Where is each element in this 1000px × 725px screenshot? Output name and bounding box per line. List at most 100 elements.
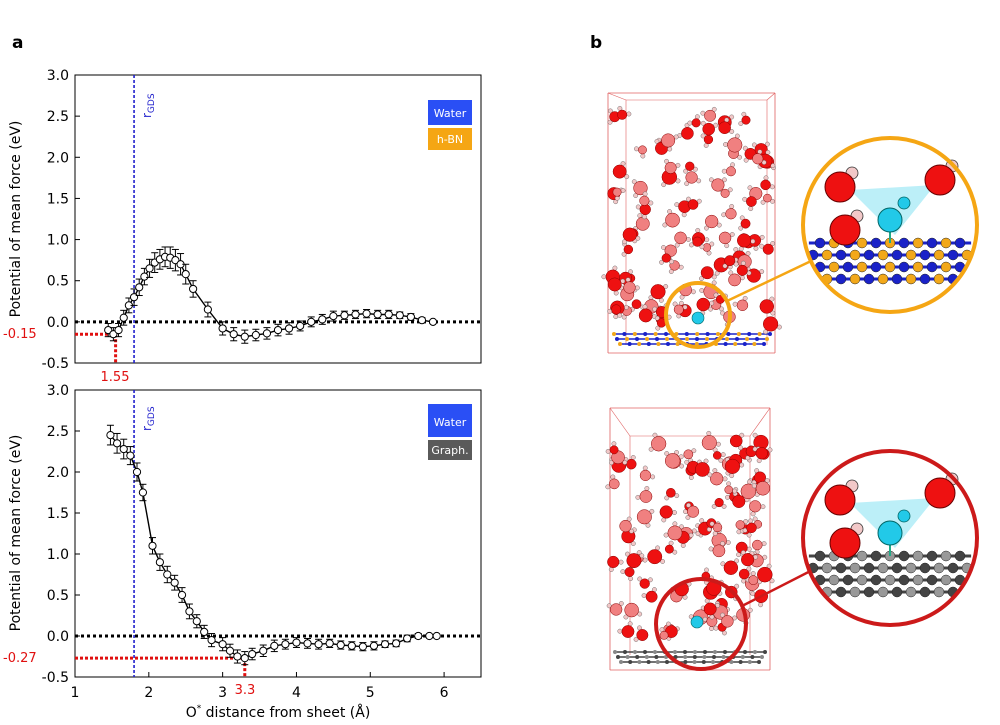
hbn-water-molecule	[654, 315, 667, 331]
hbn-water-molecule	[718, 117, 735, 135]
oxygen-atom	[681, 127, 694, 140]
bottom-series-line-0	[109, 434, 437, 659]
hbn-sheet-atom	[695, 337, 699, 341]
bottom-min-x-label: 3.3	[235, 683, 256, 698]
hbn-sheet-atom	[665, 337, 669, 341]
graphene-water-molecule	[749, 500, 766, 517]
oxygen-atom	[611, 304, 622, 315]
hbn-sheet-atom	[635, 337, 639, 341]
graphene-water-molecule	[647, 545, 665, 565]
hydrogen-atom	[622, 459, 628, 465]
graphene-sheet-atom	[683, 655, 688, 659]
graphene-sheet-atom	[747, 660, 752, 664]
graphene-sheet-atom	[692, 655, 697, 659]
graphene-inset-atom	[877, 562, 889, 574]
hydrogen-atom	[663, 284, 669, 289]
bottom-legend-water: Water	[434, 416, 467, 429]
oxygen-atom	[755, 481, 771, 496]
graphene-sheet-atom	[711, 660, 715, 664]
hbn-water-molecule	[760, 175, 775, 191]
graphene-sheet-atom	[760, 655, 764, 659]
graphene-sheet-atom	[633, 650, 637, 654]
hydrogen-atom	[720, 612, 725, 618]
oxygen-atom	[703, 602, 717, 616]
hbn-inset-atom	[919, 249, 931, 261]
graphene-water-molecule	[620, 567, 635, 582]
hydrogen-atom	[623, 614, 629, 620]
top-data-point-8	[145, 264, 154, 273]
bottom-data-point-23	[292, 638, 301, 647]
oxygen-atom	[687, 505, 700, 518]
hbn-sheet-atom	[768, 332, 772, 336]
top-data-point-24	[284, 324, 294, 333]
hbn-sheet-atom	[653, 332, 658, 336]
graphene-water-molecule	[636, 508, 655, 528]
top-legend-water-swatch	[428, 100, 472, 125]
graphene-inset-atom	[940, 550, 952, 562]
top-ytick-label-0: -0.5	[42, 356, 69, 372]
oxygen-atom	[709, 472, 724, 486]
oxygen-atom	[725, 166, 736, 177]
oxygen-atom	[692, 236, 703, 247]
graphene-water-molecule	[735, 541, 752, 558]
oxygen-atom	[631, 299, 642, 309]
hbn-sheet-atom	[695, 332, 700, 336]
graphene-inset-oxygen	[829, 527, 861, 559]
hbn-sheet-atom	[655, 337, 659, 341]
oxygen-atom	[735, 520, 745, 530]
graphene-inset-atom	[926, 574, 938, 586]
top-legend-water: Water	[434, 107, 467, 120]
graphene-water-molecule	[712, 447, 726, 460]
bottom-xtick-label-4: 5	[366, 685, 375, 701]
hbn-inset-ion-h	[897, 196, 911, 210]
hbn-water-molecule	[700, 133, 714, 148]
bottom-legend-graphene: Graph.	[431, 444, 468, 457]
bottom-data-point-12	[192, 617, 201, 626]
graphene-water-molecule	[607, 555, 624, 572]
hydrogen-atom	[688, 475, 694, 480]
graphene-water-molecule	[752, 446, 768, 464]
hydrogen-atom	[609, 460, 614, 466]
hbn-sheet-atom	[627, 342, 632, 346]
graphene-water-molecule	[639, 465, 656, 481]
hbn-water-molecule	[622, 227, 641, 245]
hbn-water-molecule	[762, 316, 782, 335]
graphene-sheet-atom	[740, 655, 745, 659]
graphene-inset-atom	[905, 586, 917, 598]
hbn-sheet-atom	[765, 337, 769, 341]
oxygen-atom	[636, 509, 652, 525]
graphene-water-molecule	[659, 505, 677, 523]
hbn-water-molecule	[650, 284, 669, 303]
hbn-inset-ion	[877, 207, 903, 233]
oxygen-atom	[701, 435, 717, 451]
graphene-water-molecule	[664, 451, 684, 469]
top-rgds-label: rGDS	[140, 93, 157, 118]
hbn-water-molecule	[607, 304, 622, 318]
top-data-point-7	[140, 272, 149, 281]
hydrogen-atom	[686, 502, 691, 508]
bottom-data-point-28	[347, 641, 356, 650]
hbn-inset-atom	[940, 261, 952, 273]
hydrogen-atom	[722, 177, 727, 183]
hydrogen-atom	[707, 472, 713, 478]
graphene-inset-atom	[940, 574, 952, 586]
hydrogen-atom	[729, 473, 735, 479]
hydrogen-atom	[642, 557, 648, 563]
hydrogen-atom	[648, 577, 653, 583]
hydrogen-atom	[746, 532, 752, 538]
hydrogen-atom	[764, 141, 770, 147]
graphene-inset-atom	[856, 550, 868, 562]
hbn-water-molecule	[672, 301, 688, 315]
hbn-water-molecule	[633, 213, 650, 231]
hydrogen-atom	[637, 576, 643, 582]
hbn-sheet	[612, 332, 772, 346]
graphene-water-molecule	[625, 551, 645, 569]
oxygen-atom	[696, 297, 711, 312]
hydrogen-atom	[664, 495, 670, 501]
hydrogen-atom	[760, 504, 766, 510]
oxygen-atom	[639, 490, 653, 503]
hbn-water-molecule	[686, 196, 702, 210]
hbn-simulation-box	[607, 92, 776, 354]
hbn-water-molecule	[732, 295, 749, 311]
hydrogen-atom	[672, 301, 678, 307]
